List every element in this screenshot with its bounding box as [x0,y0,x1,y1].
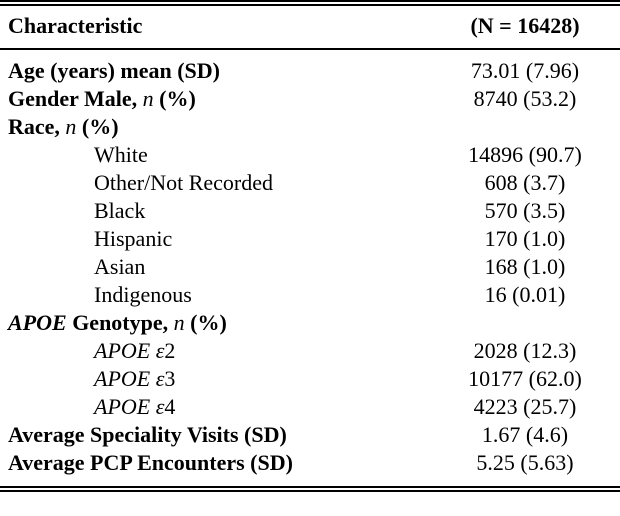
label-segment: Race, [8,114,66,139]
table-row: Race, n (%) [0,113,620,141]
row-label: Age (years) mean (SD) [0,49,430,85]
row-value: 170 (1.0) [484,226,566,251]
table-row: Indigenous 16 (0.01) [0,281,620,309]
label-segment: Average PCP Encounters (SD) [8,450,293,475]
table-row: APOE Genotype, n (%) [0,309,620,337]
table-row: APOE ε3 10177 (62.0) [0,365,620,393]
header-row: Characteristic (N = 16428) [0,6,620,50]
label-segment: Genotype, [66,310,174,335]
label-segment: Hispanic [94,226,173,251]
label-segment: APOE ε [94,394,165,419]
label-segment: Indigenous [94,282,192,307]
label-segment: n [173,310,185,335]
row-value: 10177 (62.0) [468,366,582,391]
table-row: Age (years) mean (SD) 73.01 (7.96) [0,49,620,85]
row-value: 608 (3.7) [484,170,566,195]
table-body: Age (years) mean (SD) 73.01 (7.96) Gender … [0,49,620,486]
row-value: 2028 (12.3) [473,338,577,363]
row-label: Gender Male, n (%) [0,85,430,113]
label-segment: White [94,142,148,167]
label-segment: n [65,114,77,139]
row-label: Black [0,197,430,225]
label-segment: Black [94,198,146,223]
row-value: 570 (3.5) [484,198,566,223]
label-segment: 3 [164,366,176,391]
row-label: Other/Not Recorded [0,169,430,197]
row-value: 5.25 (5.63) [476,450,574,475]
label-segment: (%) [153,86,196,111]
table-row: Average Speciality Visits (SD) 1.67 (4.6) [0,421,620,449]
row-label: Hispanic [0,225,430,253]
label-segment: APOE ε [94,366,165,391]
row-label: White [0,141,430,169]
table-row: Gender Male, n (%) 8740 (53.2) [0,85,620,113]
row-label: Indigenous [0,281,430,309]
row-value [430,113,620,141]
table-row: Hispanic 170 (1.0) [0,225,620,253]
header-n-total: (N = 16428) [430,6,620,50]
label-segment: (%) [76,114,119,139]
row-label: APOE Genotype, n (%) [0,309,430,337]
label-segment: Gender Male, [8,86,143,111]
row-value [430,309,620,337]
label-segment: 2 [164,338,176,363]
table-row: Other/Not Recorded 608 (3.7) [0,169,620,197]
row-value: 4223 (25.7) [473,394,577,419]
label-segment: n [142,86,154,111]
table-row: Average PCP Encounters (SD) 5.25 (5.63) [0,449,620,486]
row-label: APOE ε3 [0,365,430,393]
header-characteristic: Characteristic [0,6,430,50]
label-segment: APOE [8,310,67,335]
label-segment: Other/Not Recorded [94,170,273,195]
label-segment: APOE ε [94,338,165,363]
table-header: Characteristic (N = 16428) [0,6,620,50]
table-row: APOE ε2 2028 (12.3) [0,337,620,365]
row-value: 8740 (53.2) [473,86,577,111]
table-row: White 14896 (90.7) [0,141,620,169]
row-label: APOE ε4 [0,393,430,421]
label-segment: 4 [164,394,176,419]
label-segment: (%) [184,310,227,335]
row-value: 73.01 (7.96) [470,58,580,83]
table-row: Asian 168 (1.0) [0,253,620,281]
bottom-rule [0,486,620,492]
table-row: Black 570 (3.5) [0,197,620,225]
row-value: 14896 (90.7) [468,142,582,167]
table-row: APOE ε4 4223 (25.7) [0,393,620,421]
row-label: Race, n (%) [0,113,430,141]
row-value: 1.67 (4.6) [481,422,569,447]
label-segment: Asian [94,254,146,279]
label-segment: Average Speciality Visits (SD) [8,422,287,447]
row-value: 16 (0.01) [484,282,566,307]
row-label: Asian [0,253,430,281]
top-rule [0,0,620,6]
row-label: Average Speciality Visits (SD) [0,421,430,449]
row-label: APOE ε2 [0,337,430,365]
characteristics-table: Characteristic (N = 16428) Age (years) m… [0,6,620,486]
row-label: Average PCP Encounters (SD) [0,449,430,486]
row-value: 168 (1.0) [484,254,566,279]
label-segment: Age (years) mean (SD) [8,58,220,83]
